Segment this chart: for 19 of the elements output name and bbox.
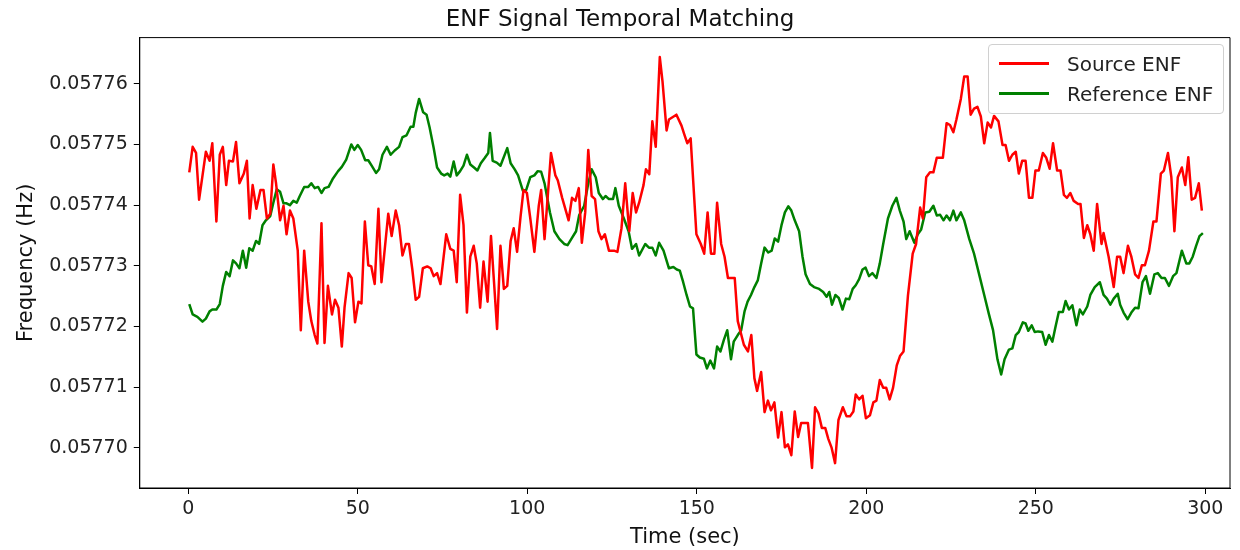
x-tick-label: 50: [345, 496, 370, 519]
legend-label: Source ENF: [1067, 51, 1182, 76]
y-tick-label: 0.05773: [49, 252, 128, 275]
legend-label: Reference ENF: [1067, 81, 1214, 106]
x-tick-label: 0: [182, 496, 195, 519]
x-axis-title: Time (sec): [628, 523, 740, 548]
y-tick-label: 0.05771: [49, 374, 128, 397]
x-tick-label: 300: [1187, 496, 1224, 519]
x-tick-label: 250: [1017, 496, 1054, 519]
y-tick-label: 0.05776: [49, 70, 128, 93]
chart-title: ENF Signal Temporal Matching: [445, 4, 795, 31]
x-tick-label: 200: [848, 496, 885, 519]
y-axis-title: Frequency (Hz): [13, 183, 38, 342]
y-tick-label: 0.05775: [49, 131, 128, 154]
y-tick-label: 0.05770: [49, 434, 128, 457]
y-tick-label: 0.05772: [49, 313, 128, 336]
y-tick-label: 0.05774: [49, 192, 128, 215]
x-tick-label: 150: [678, 496, 715, 519]
x-tick-label: 100: [509, 496, 546, 519]
